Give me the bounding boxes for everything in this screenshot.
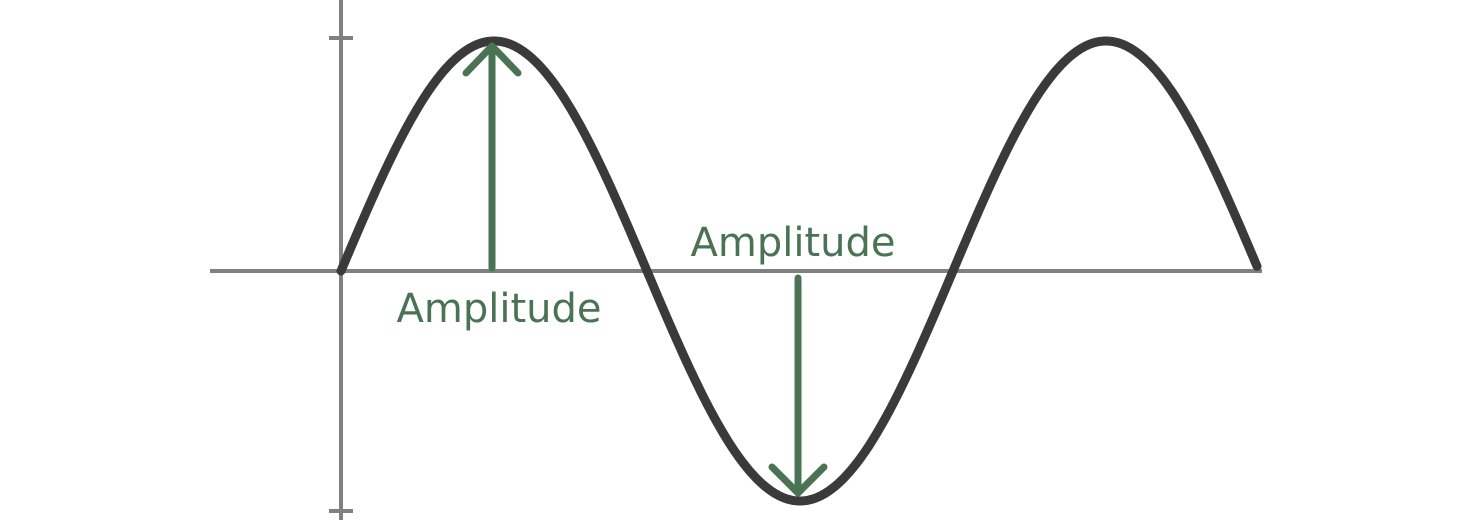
amplitude-down-label: Amplitude bbox=[691, 220, 896, 266]
amplitude-up-label: Amplitude bbox=[397, 286, 602, 332]
amplitude-down-arrow bbox=[768, 274, 828, 497]
sine-curve bbox=[336, 36, 1262, 506]
amplitude-up-arrow bbox=[462, 42, 522, 272]
